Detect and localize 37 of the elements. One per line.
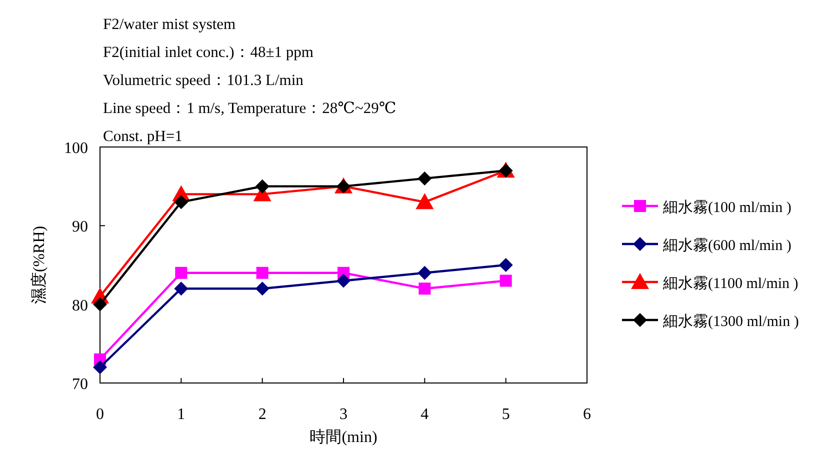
x-tick-label: 1 (177, 406, 186, 423)
x-tick-label: 0 (96, 406, 104, 423)
y-tick-label: 90 (72, 218, 88, 236)
y-tick-label: 70 (72, 376, 88, 393)
point (418, 282, 431, 295)
point (416, 193, 434, 210)
x-tick-label: 4 (420, 406, 429, 423)
point (93, 297, 107, 312)
y-tick-label: 80 (72, 297, 88, 314)
x-tick-label: 6 (583, 406, 591, 423)
text: F2(initial inlet conc.)：48±1 ppm (103, 44, 314, 61)
point (175, 266, 188, 279)
text: Const. pH=1 (103, 128, 182, 145)
point (500, 274, 512, 287)
point (255, 282, 270, 296)
x-tick-label: 5 (502, 406, 510, 423)
point (174, 282, 188, 296)
text: Line speed：1 m/s, Temperature：28℃~29℃ (103, 100, 396, 117)
text: Volumetric speed：101.3 L/min (103, 72, 304, 89)
point (255, 179, 270, 194)
legend-label: 細水霧(1100 ml/min ) (662, 275, 798, 292)
point (256, 266, 268, 279)
legend-label: 細水霧(1300 ml/min ) (662, 313, 799, 330)
x-tick-label: 2 (258, 406, 266, 423)
legend-label: 細水霧(100 ml/min ) (662, 199, 792, 216)
legend-label: 細水霧(600 ml/min ) (662, 237, 792, 254)
y-axis-title: 濕度(%RH) (30, 226, 48, 304)
y-tick-label: 100 (64, 140, 88, 157)
point (93, 360, 107, 374)
x-axis-title: 時間(min) (310, 428, 378, 446)
point (498, 258, 513, 272)
x-tick-label: 3 (340, 406, 348, 423)
point (174, 195, 188, 210)
point (418, 266, 432, 280)
text: F2/water mist system (103, 16, 236, 33)
point (336, 274, 350, 288)
point (418, 171, 432, 186)
